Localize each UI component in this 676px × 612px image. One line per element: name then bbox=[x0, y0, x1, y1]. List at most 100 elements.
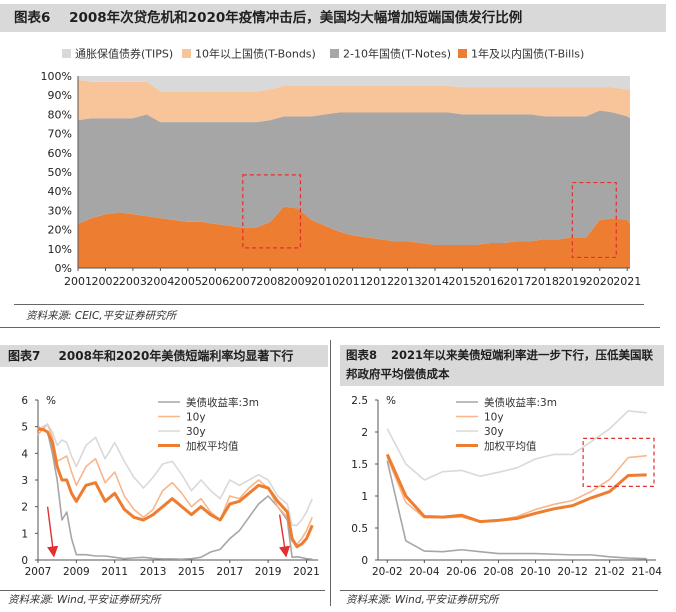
figure6-source-divider bbox=[14, 304, 644, 305]
decline-arrow-1 bbox=[278, 514, 291, 558]
x-tick-label-0: 2007 bbox=[25, 566, 52, 578]
x-tick-label-7: 21-04 bbox=[631, 566, 662, 578]
series-line-0 bbox=[386, 460, 647, 560]
y-tick-label-4: 40% bbox=[48, 185, 72, 198]
y-tick-label-1: 0.5 bbox=[351, 523, 368, 535]
legend-label-3: 加权平均值 bbox=[484, 440, 537, 453]
figure7-title-bar: 图表7 2008年和2020年美债短端利率均显著下行 bbox=[0, 345, 328, 367]
x-tick-label-5: 2006 bbox=[201, 275, 229, 288]
figure6-title: 2008年次贷危机和2020年疫情冲击后，美国均大幅增加短端国债发行比例 bbox=[69, 10, 523, 26]
x-tick-label-0: 2001 bbox=[64, 275, 92, 288]
legend-label-2: 2-10年国债(T-Notes) bbox=[343, 47, 451, 61]
x-tick-label-6: 2019 bbox=[255, 566, 282, 578]
x-tick-label-3: 2013 bbox=[140, 566, 167, 578]
y-tick-label-0: 0 bbox=[21, 555, 28, 567]
x-tick-label-1: 2002 bbox=[91, 275, 119, 288]
x-tick-label-5: 20-12 bbox=[557, 566, 588, 578]
legend-label-1: 10年以上国债(T-Bonds) bbox=[195, 47, 316, 61]
y-tick-label-1: 10% bbox=[48, 243, 72, 256]
x-tick-label-15: 2016 bbox=[476, 275, 504, 288]
y-tick-label-2: 20% bbox=[48, 224, 72, 237]
x-tick-label-10: 2011 bbox=[339, 275, 367, 288]
x-tick-label-2: 2003 bbox=[119, 275, 147, 288]
y-tick-label-0: 0% bbox=[55, 262, 72, 275]
y-tick-label-5: 50% bbox=[48, 166, 72, 179]
highlight-box-0 bbox=[242, 174, 302, 249]
area-1-t-bills-0 bbox=[78, 206, 630, 268]
x-tick-label-16: 2017 bbox=[503, 275, 531, 288]
y-tick-label-9: 90% bbox=[48, 89, 72, 102]
x-tick-label-14: 2015 bbox=[448, 275, 476, 288]
legend-label-0: 美债收益率:3m bbox=[186, 396, 259, 409]
legend-label-0: 通胀保值债券(TIPS) bbox=[75, 47, 173, 61]
x-tick-label-8: 2009 bbox=[284, 275, 312, 288]
x-tick-label-13: 2014 bbox=[421, 275, 449, 288]
x-tick-label-4: 2015 bbox=[178, 566, 205, 578]
figure6-title-bar: 图表6 2008年次贷危机和2020年疫情冲击后，美国均大幅增加短端国债发行比例 bbox=[0, 4, 666, 32]
legend-label-0: 美债收益率:3m bbox=[484, 396, 557, 409]
legend-label-3: 加权平均值 bbox=[186, 440, 239, 453]
y-tick-label-3: 30% bbox=[48, 204, 72, 217]
x-tick-label-6: 21-02 bbox=[594, 566, 625, 578]
figure8-chart: 0 0.5 1 1.5 2 2.5 % 20-02 20-04 20-06 20-08 20-10 20… bbox=[351, 395, 662, 578]
series-line-2 bbox=[386, 410, 647, 481]
x-tick-label-19: 2020 bbox=[586, 275, 614, 288]
figure7-chart: 0 1 2 3 4 5 6 % 2007 2009 2011 2013 2015 2017 2019 2021… bbox=[21, 395, 320, 578]
decline-arrow-0 bbox=[46, 506, 59, 558]
figure6-chart: 通胀保值债券(TIPS) 10年以上国债(T-Bonds) 2-10年国债(T-No… bbox=[41, 47, 642, 289]
figure-divider bbox=[330, 340, 331, 606]
x-tick-label-9: 2010 bbox=[311, 275, 339, 288]
y-unit-label: % bbox=[46, 395, 56, 407]
x-tick-label-6: 2007 bbox=[229, 275, 257, 288]
y-tick-label-7: 70% bbox=[48, 128, 72, 141]
area-2-10-t-notes-1 bbox=[78, 110, 630, 245]
legend-label-3: 1年及以内国债(T-Bills) bbox=[471, 47, 584, 61]
series-line-2 bbox=[37, 423, 313, 527]
figure6-bottom-rule bbox=[0, 327, 660, 328]
x-tick-label-4: 20-10 bbox=[520, 566, 551, 578]
legend-swatch-0 bbox=[62, 49, 71, 58]
x-tick-label-1: 20-04 bbox=[409, 566, 440, 578]
x-tick-label-1: 2009 bbox=[63, 566, 90, 578]
x-tick-label-4: 2005 bbox=[174, 275, 202, 288]
y-tick-label-8: 80% bbox=[48, 108, 72, 121]
x-tick-label-2: 2011 bbox=[101, 566, 128, 578]
x-tick-label-5: 2017 bbox=[216, 566, 243, 578]
y-tick-label-6: 60% bbox=[48, 147, 72, 160]
y-tick-label-6: 6 bbox=[21, 395, 28, 407]
x-tick-label-7: 2021 bbox=[293, 566, 320, 578]
figure8-label: 图表8 bbox=[346, 348, 378, 362]
series-line-1 bbox=[37, 423, 313, 545]
x-tick-label-12: 2013 bbox=[394, 275, 422, 288]
x-tick-label-2: 20-06 bbox=[446, 566, 477, 578]
legend-label-1: 10y bbox=[484, 412, 504, 424]
highlight-box-0 bbox=[582, 437, 655, 488]
figure7-source: 资料来源: Wind,平安证券研究所 bbox=[8, 594, 161, 606]
x-tick-label-18: 2019 bbox=[558, 275, 586, 288]
series-line-1 bbox=[386, 454, 647, 523]
y-tick-label-4: 2 bbox=[361, 427, 368, 439]
figure7-label: 图表7 bbox=[8, 349, 41, 363]
legend-swatch-1 bbox=[182, 49, 191, 58]
figure6-source: 资料来源: CEIC,平安证券研究所 bbox=[26, 310, 177, 322]
y-tick-label-5: 5 bbox=[21, 422, 28, 434]
y-tick-label-2: 2 bbox=[21, 502, 28, 514]
y-tick-label-5: 2.5 bbox=[351, 395, 368, 407]
y-tick-label-4: 4 bbox=[21, 448, 28, 460]
area-10-t-bonds-2 bbox=[78, 79, 630, 123]
legend-label-2: 30y bbox=[484, 426, 504, 438]
series-line-3 bbox=[385, 453, 647, 524]
y-tick-label-3: 1.5 bbox=[351, 459, 368, 471]
y-tick-label-2: 1 bbox=[361, 491, 368, 503]
legend-swatch-3 bbox=[458, 49, 467, 58]
figure7-source-divider bbox=[0, 590, 325, 591]
series-line-3 bbox=[38, 427, 314, 549]
x-tick-label-7: 2008 bbox=[256, 275, 284, 288]
x-tick-label-3: 20-08 bbox=[483, 566, 514, 578]
figure8-source-divider bbox=[340, 590, 658, 591]
figure8-title-bar: 图表8 2021年以来美债短端利率进一步下行，压低美国联邦政府平均偿债成本 bbox=[340, 345, 664, 386]
legend-label-2: 30y bbox=[186, 426, 206, 438]
figure6-label: 图表6 bbox=[14, 10, 51, 26]
legend-swatch-2 bbox=[330, 49, 339, 58]
figure8-title: 2021年以来美债短端利率进一步下行，压低美国联邦政府平均偿债成本 bbox=[346, 348, 654, 381]
